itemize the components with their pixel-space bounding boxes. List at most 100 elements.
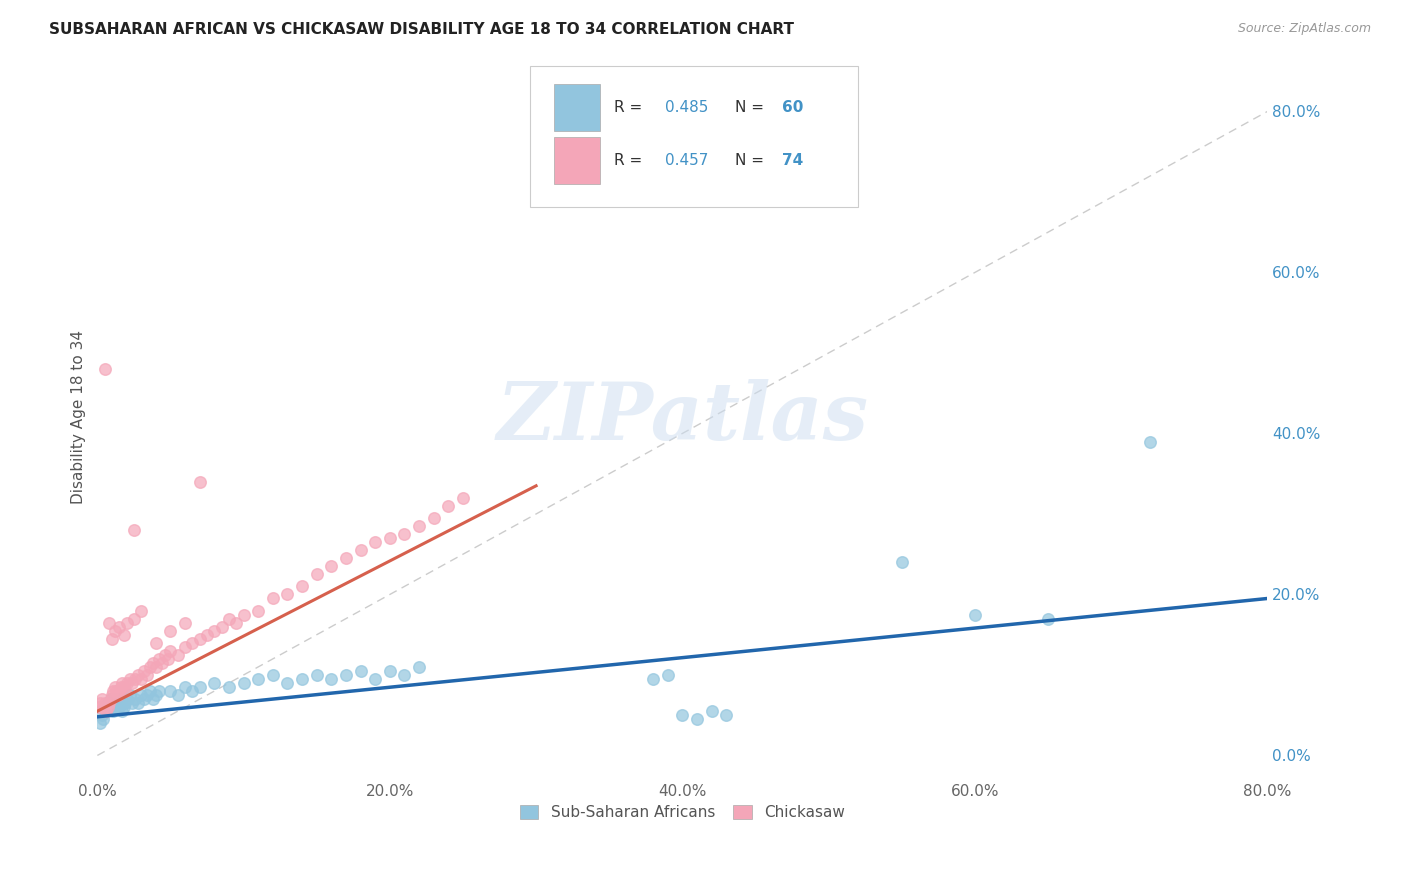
Point	[890, 555, 912, 569]
Point	[291, 579, 314, 593]
Point	[114, 684, 136, 698]
Point	[89, 716, 111, 731]
Point	[195, 628, 218, 642]
Point	[150, 656, 173, 670]
Point	[394, 527, 416, 541]
Point	[112, 628, 135, 642]
Point	[153, 648, 176, 662]
Point	[115, 615, 138, 630]
Point	[91, 712, 114, 726]
Point	[145, 636, 167, 650]
Point	[211, 620, 233, 634]
Point	[90, 692, 112, 706]
Point	[156, 652, 179, 666]
Point	[100, 692, 122, 706]
Point	[202, 624, 225, 638]
Point	[451, 491, 474, 505]
Point	[262, 591, 284, 606]
Point	[122, 523, 145, 537]
Text: ZIPatlas: ZIPatlas	[496, 378, 869, 456]
Point	[101, 688, 124, 702]
Point	[142, 692, 165, 706]
Point	[112, 700, 135, 714]
Point	[103, 704, 125, 718]
Point	[166, 648, 188, 662]
Point	[686, 712, 709, 726]
FancyBboxPatch shape	[530, 66, 858, 207]
Point	[98, 700, 121, 714]
Point	[159, 644, 181, 658]
Text: 60: 60	[782, 100, 803, 115]
Point	[134, 692, 156, 706]
FancyBboxPatch shape	[554, 137, 600, 184]
Point	[408, 660, 430, 674]
Point	[148, 652, 170, 666]
Point	[643, 672, 665, 686]
Point	[218, 680, 240, 694]
Point	[335, 668, 357, 682]
Point	[349, 543, 371, 558]
Point	[142, 656, 165, 670]
Point	[108, 620, 131, 634]
Point	[91, 700, 114, 714]
Point	[139, 660, 162, 674]
Point	[174, 640, 197, 654]
Point	[136, 688, 159, 702]
Point	[700, 704, 723, 718]
Text: N =: N =	[735, 100, 769, 115]
Point	[305, 567, 328, 582]
Point	[232, 607, 254, 622]
Point	[1139, 434, 1161, 449]
Point	[657, 668, 679, 682]
Point	[108, 684, 131, 698]
Point	[118, 672, 141, 686]
Point	[136, 668, 159, 682]
Point	[98, 696, 121, 710]
Point	[181, 684, 204, 698]
Point	[93, 362, 115, 376]
Point	[202, 676, 225, 690]
Point	[112, 680, 135, 694]
Point	[139, 684, 162, 698]
Text: R =: R =	[614, 100, 648, 115]
Point	[159, 624, 181, 638]
Point	[108, 700, 131, 714]
Point	[105, 696, 128, 710]
Point	[94, 704, 117, 718]
Text: 0.485: 0.485	[665, 100, 709, 115]
Point	[107, 692, 129, 706]
Point	[335, 551, 357, 566]
Point	[225, 615, 247, 630]
Point	[114, 696, 136, 710]
Point	[188, 475, 211, 489]
Point	[437, 499, 460, 513]
Point	[378, 531, 401, 545]
Point	[93, 696, 115, 710]
Point	[145, 660, 167, 674]
Point	[104, 680, 127, 694]
Point	[422, 511, 444, 525]
Point	[181, 636, 204, 650]
Point	[188, 632, 211, 646]
Point	[174, 615, 197, 630]
Y-axis label: Disability Age 18 to 34: Disability Age 18 to 34	[72, 330, 86, 504]
Point	[94, 704, 117, 718]
Point	[247, 672, 270, 686]
Point	[262, 668, 284, 682]
Point	[127, 668, 149, 682]
Point	[321, 559, 343, 574]
Point	[121, 676, 143, 690]
Point	[291, 672, 314, 686]
Point	[349, 664, 371, 678]
Point	[127, 696, 149, 710]
Point	[97, 696, 120, 710]
Point	[110, 680, 132, 694]
Point	[101, 696, 124, 710]
Point	[105, 684, 128, 698]
Point	[100, 692, 122, 706]
Point	[129, 672, 152, 686]
Point	[671, 708, 693, 723]
Point	[93, 700, 115, 714]
Point	[129, 603, 152, 617]
Point	[118, 688, 141, 702]
